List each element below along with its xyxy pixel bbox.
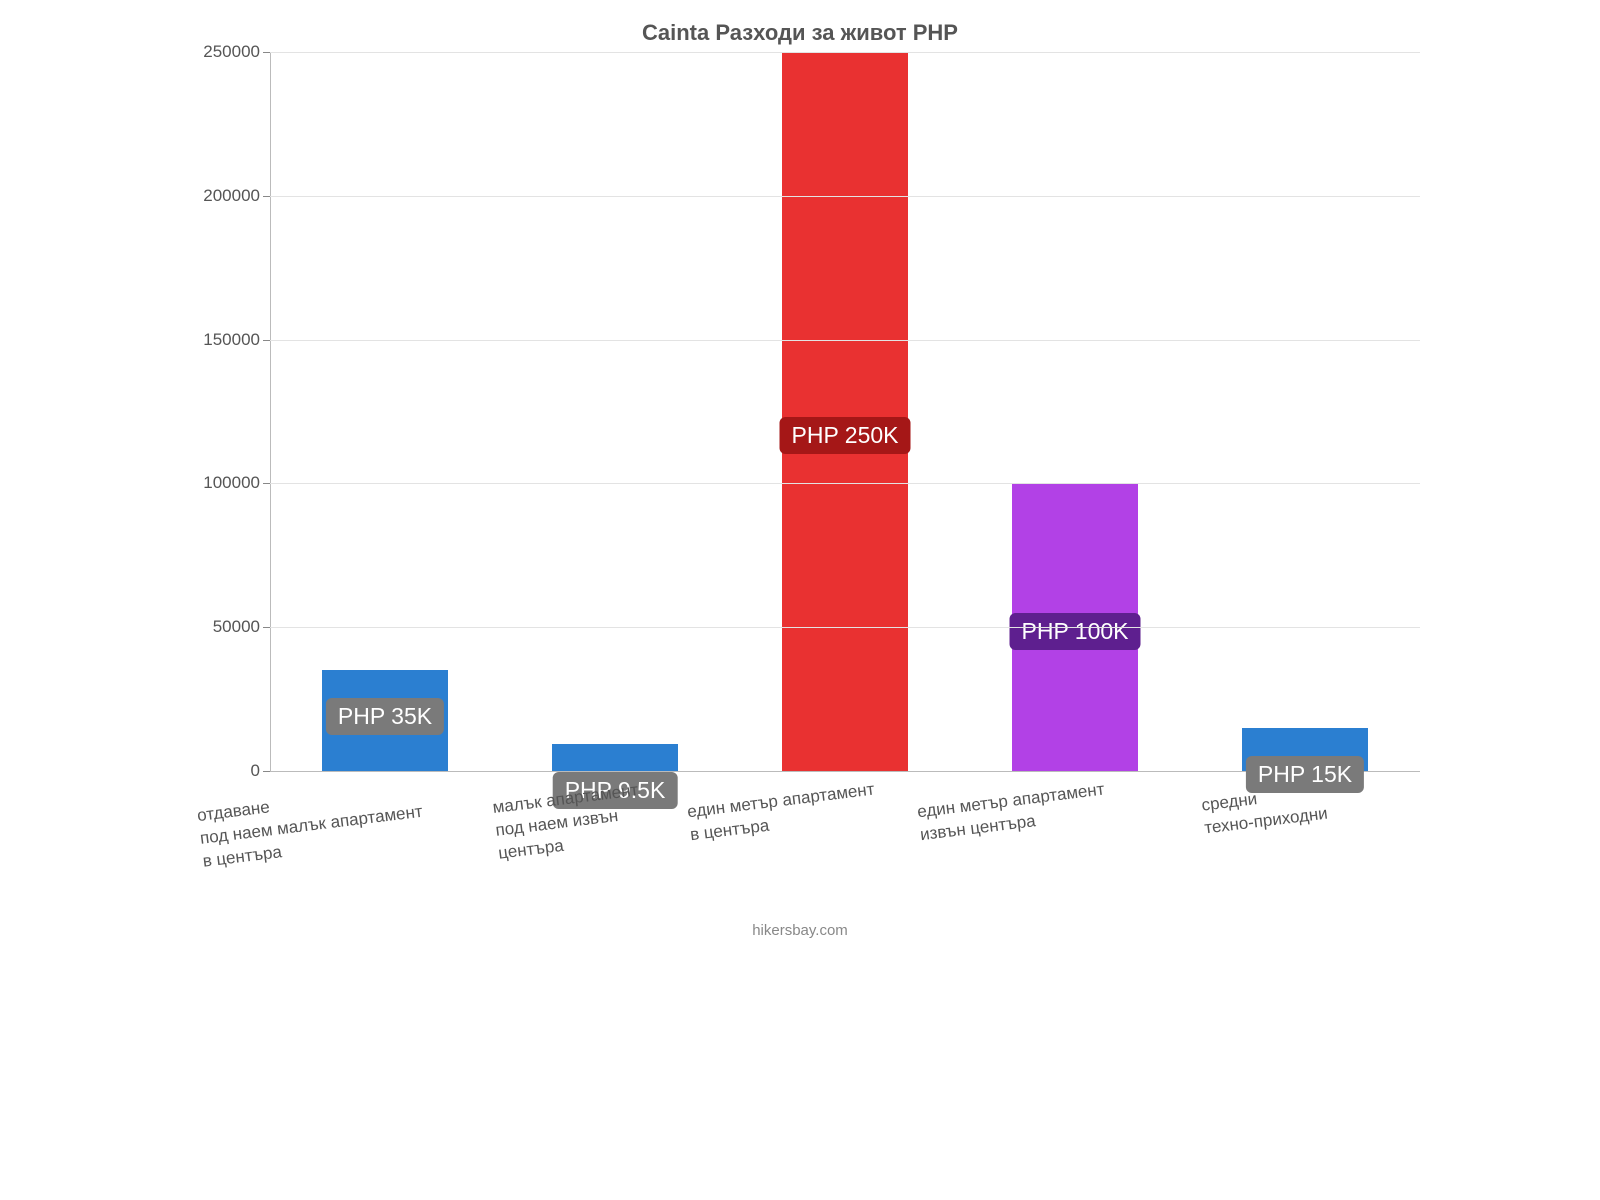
- chart-title: Cainta Разходи за живот PHP: [160, 20, 1440, 46]
- y-tick-mark: [263, 483, 270, 484]
- bar: PHP 9.5K: [552, 744, 679, 771]
- value-badge: PHP 250K: [780, 417, 911, 454]
- y-tick-label: 50000: [180, 617, 260, 637]
- grid-line: [270, 52, 1420, 53]
- chart-container: Cainta Разходи за живот PHP PHP 35K PHP 9…: [160, 20, 1440, 980]
- footer-attribution: hikersbay.com: [160, 922, 1440, 939]
- value-badge: PHP 35K: [326, 698, 444, 735]
- y-tick-label: 100000: [180, 473, 260, 493]
- grid-line: [270, 196, 1420, 197]
- x-axis-label: отдаване под наем малък апартамент в цен…: [196, 778, 427, 874]
- x-axis-label: средни техно-приходни: [1200, 780, 1329, 841]
- grid-line: [270, 627, 1420, 628]
- plot-area: PHP 35KPHP 9.5KPHP 250KPHP 100KPHP 15K 0…: [270, 52, 1420, 772]
- bar-slot: PHP 35K: [270, 52, 500, 771]
- x-axis-label: малък апартамент под наем извън центъра: [491, 779, 645, 865]
- bar: PHP 250K: [782, 52, 909, 771]
- bar: PHP 35K: [322, 670, 449, 771]
- y-tick-mark: [263, 196, 270, 197]
- bar-slot: PHP 100K: [960, 52, 1190, 771]
- y-tick-label: 200000: [180, 186, 260, 206]
- y-tick-mark: [263, 340, 270, 341]
- y-tick-label: 250000: [180, 42, 260, 62]
- y-tick-label: 0: [180, 761, 260, 781]
- y-tick-mark: [263, 52, 270, 53]
- value-badge: PHP 100K: [1010, 613, 1141, 650]
- bar-slot: PHP 9.5K: [500, 52, 730, 771]
- grid-line: [270, 340, 1420, 341]
- grid-line: [270, 483, 1420, 484]
- bar: PHP 15K: [1242, 728, 1369, 771]
- y-tick-mark: [263, 771, 270, 772]
- bar-slot: PHP 15K: [1190, 52, 1420, 771]
- x-label-slot: отдаване под наем малък апартамент в цен…: [270, 772, 500, 912]
- x-label-slot: средни техно-приходни: [1190, 772, 1420, 912]
- y-tick-mark: [263, 627, 270, 628]
- bar-slot: PHP 250K: [730, 52, 960, 771]
- y-tick-label: 150000: [180, 330, 260, 350]
- x-label-slot: един метър апартамент извън центъра: [960, 772, 1190, 912]
- x-labels-row: отдаване под наем малък апартамент в цен…: [270, 772, 1420, 912]
- bars-row: PHP 35K PHP 9.5K PHP 250K PHP 100K PHP 15K: [270, 52, 1420, 771]
